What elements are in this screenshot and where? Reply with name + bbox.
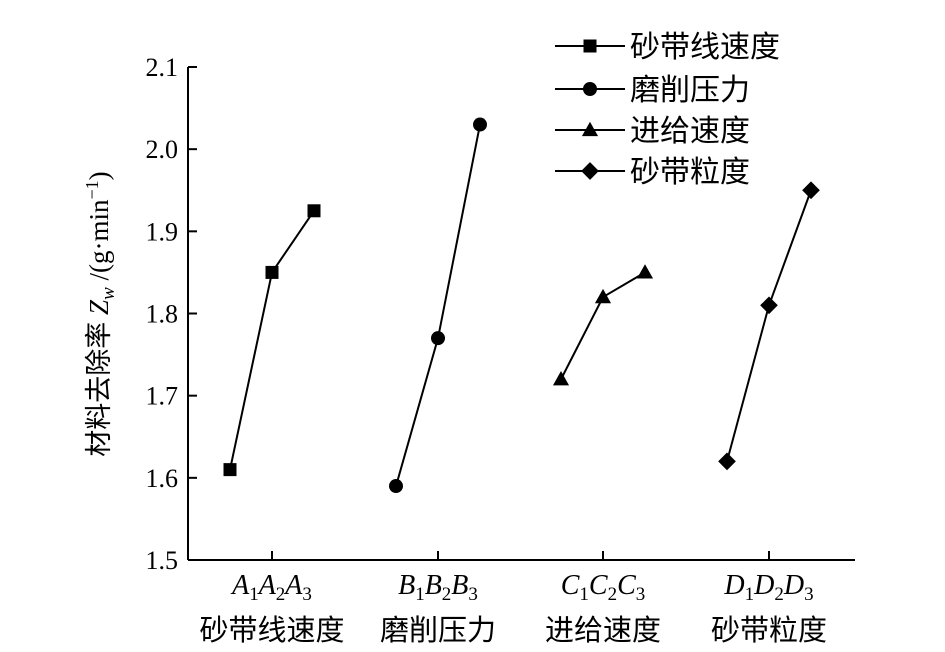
x-group-label: 砂带线速度 bbox=[199, 614, 344, 647]
legend-item: 砂带线速度 bbox=[555, 31, 780, 64]
y-tick-label: 1.5 bbox=[146, 546, 179, 575]
y-axis-label: 材料去除率 Zw /(g·min−1) bbox=[82, 171, 119, 456]
data-point bbox=[552, 371, 570, 386]
data-point bbox=[265, 265, 279, 279]
legend-label: 砂带粒度 bbox=[630, 156, 750, 189]
y-tick-label: 1.9 bbox=[146, 217, 179, 246]
axes bbox=[187, 67, 855, 561]
x-level-label: A1A2A3 bbox=[230, 570, 312, 605]
series-line bbox=[560, 271, 646, 380]
legend-marker bbox=[583, 39, 597, 53]
data-point bbox=[473, 117, 487, 132]
x-group-label: 进给速度 bbox=[545, 614, 661, 647]
legend-label: 进给速度 bbox=[630, 115, 750, 148]
legend-label: 砂带线速度 bbox=[630, 31, 780, 64]
series-line bbox=[229, 210, 315, 470]
y-tick-label: 1.7 bbox=[146, 382, 179, 411]
y-axis-ticks: 1.5 1.6 1.7 1.8 1.9 2.0 2.1 bbox=[146, 53, 197, 575]
series-4 bbox=[718, 181, 820, 471]
data-point bbox=[389, 479, 403, 494]
x-level-label: D1D2D3 bbox=[723, 570, 813, 605]
data-point bbox=[431, 331, 445, 346]
legend-item: 进给速度 bbox=[555, 115, 750, 148]
y-tick-label: 2.0 bbox=[146, 135, 179, 164]
legend-marker bbox=[581, 121, 599, 137]
series-line bbox=[726, 189, 812, 462]
x-group-label: 磨削压力 bbox=[380, 614, 496, 647]
series-2 bbox=[389, 117, 487, 494]
data-point bbox=[802, 181, 820, 200]
legend-marker bbox=[583, 82, 597, 96]
legend-item: 磨削压力 bbox=[555, 74, 750, 107]
series-group bbox=[223, 117, 820, 494]
legend-label: 磨削压力 bbox=[630, 74, 750, 107]
data-point bbox=[718, 452, 736, 471]
x-axis-categories: A1A2A3 砂带线速度 B1B2B3 磨削压力 C1C2C3 进给速度 D1D2D3 砂带粒… bbox=[199, 570, 827, 647]
x-level-label: B1B2B3 bbox=[398, 570, 478, 605]
data-point bbox=[307, 204, 321, 218]
data-point bbox=[223, 463, 237, 477]
y-axis-label-group: 材料去除率 Zw /(g·min−1) bbox=[82, 171, 119, 456]
series-line bbox=[395, 124, 481, 487]
series-3 bbox=[552, 264, 654, 386]
legend-marker bbox=[581, 162, 599, 180]
data-point bbox=[594, 288, 612, 304]
y-tick-label: 1.8 bbox=[146, 300, 179, 329]
x-level-label: C1C2C3 bbox=[561, 570, 646, 605]
data-point bbox=[760, 296, 778, 315]
y-tick-label: 2.1 bbox=[146, 53, 179, 82]
legend-item: 砂带粒度 bbox=[555, 156, 750, 189]
data-point bbox=[636, 264, 654, 279]
x-group-label: 砂带粒度 bbox=[711, 614, 827, 647]
y-tick-label: 1.6 bbox=[146, 464, 179, 493]
series-1 bbox=[223, 204, 321, 477]
